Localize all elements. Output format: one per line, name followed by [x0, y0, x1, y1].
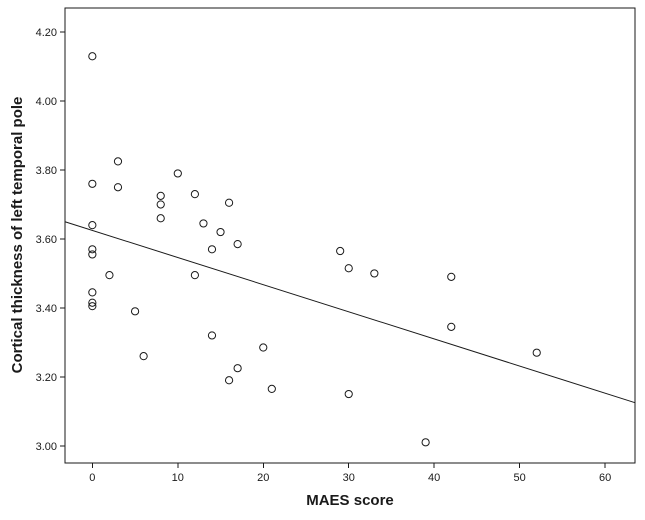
data-point: [233, 240, 242, 249]
data-point: [190, 271, 199, 280]
data-point: [105, 271, 114, 280]
y-tick-label: 3.80: [36, 165, 57, 177]
data-point: [267, 384, 276, 393]
data-point: [370, 269, 379, 278]
x-tick-label: 20: [257, 472, 269, 484]
data-point: [139, 352, 148, 361]
data-point: [156, 200, 165, 209]
x-tick-label: 50: [514, 472, 526, 484]
y-axis-title: Cortical thickness of left temporal pole: [9, 97, 26, 374]
y-tick-label: 3.00: [36, 441, 57, 453]
x-tick-label: 10: [172, 472, 184, 484]
data-point: [113, 183, 123, 192]
y-tick-label: 3.20: [36, 372, 57, 384]
data-point: [88, 52, 97, 61]
data-point: [224, 198, 234, 207]
data-point: [447, 322, 456, 331]
y-axis: 3.00 3.20 3.40 3.60 3.80 4.00 4.20: [36, 27, 65, 453]
data-point: [88, 179, 97, 188]
data-point: [344, 389, 353, 399]
data-point: [156, 191, 165, 200]
y-tick-label: 4.00: [36, 96, 57, 108]
data-point: [447, 272, 456, 281]
x-tick-label: 30: [343, 472, 355, 484]
data-point: [88, 288, 97, 297]
data-point: [199, 219, 208, 228]
y-tick-label: 4.20: [36, 27, 57, 39]
data-point: [156, 214, 165, 223]
plot-area: [64, 7, 636, 464]
data-point: [173, 169, 182, 178]
x-tick-label: 40: [428, 472, 440, 484]
data-point: [224, 376, 234, 385]
data-point: [113, 157, 123, 166]
data-point: [88, 298, 97, 307]
x-tick-label: 0: [89, 472, 95, 484]
data-point: [336, 246, 345, 256]
x-axis: 0 10 20 30 40 50 60: [89, 463, 611, 484]
x-tick-label: 60: [599, 472, 611, 484]
data-point: [190, 190, 199, 199]
data-point: [259, 343, 268, 352]
y-tick-label: 3.40: [36, 303, 57, 315]
data-point: [88, 221, 97, 230]
data-point: [88, 302, 97, 311]
data-point: [207, 331, 217, 340]
data-point: [130, 307, 140, 316]
data-point: [532, 348, 541, 357]
data-point: [421, 438, 430, 447]
data-points: [88, 52, 541, 447]
data-point: [207, 245, 217, 254]
data-point: [88, 245, 97, 254]
x-axis-title: MAES score: [306, 492, 394, 509]
data-point: [233, 364, 242, 373]
regression-line: [64, 221, 636, 404]
y-tick-label: 3.60: [36, 234, 57, 246]
data-point: [216, 227, 225, 237]
data-point: [344, 264, 353, 273]
data-point: [88, 250, 97, 259]
